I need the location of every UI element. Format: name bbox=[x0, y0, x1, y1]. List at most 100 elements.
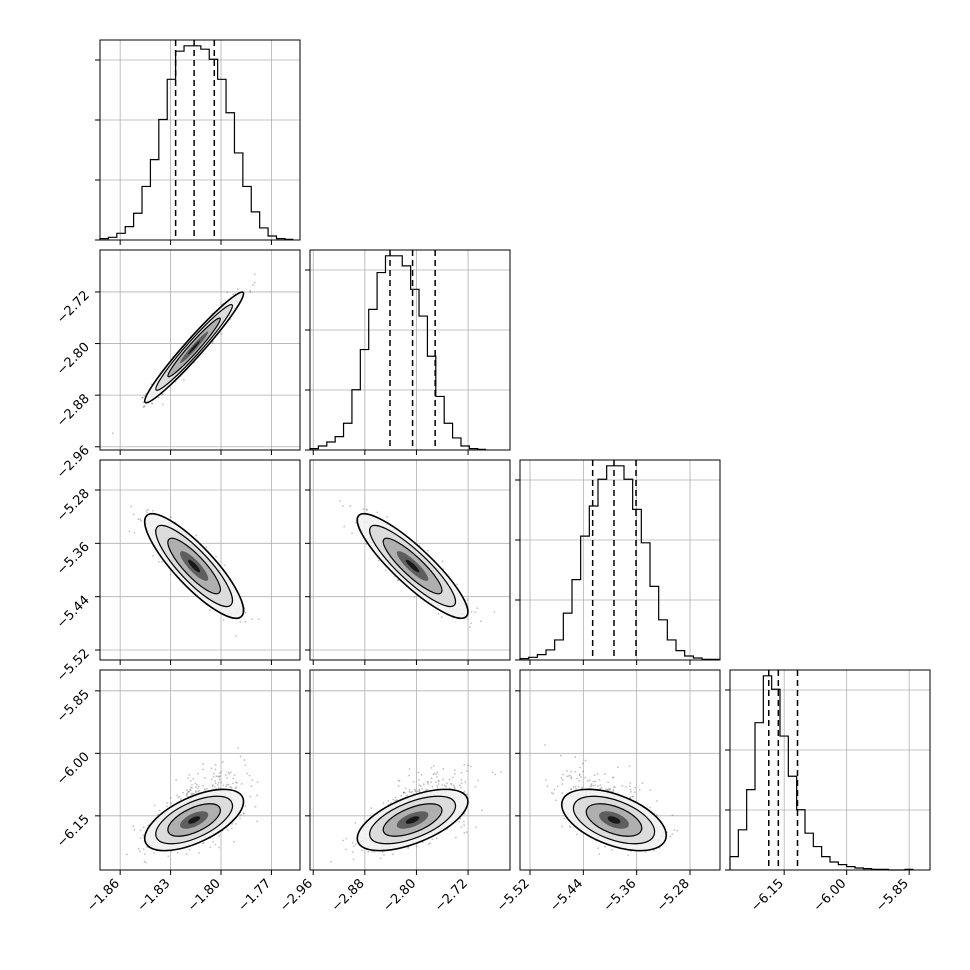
sample-point bbox=[147, 824, 149, 827]
sample-point bbox=[430, 777, 433, 780]
sample-point bbox=[194, 791, 197, 794]
sample-point bbox=[414, 790, 417, 793]
sample-point bbox=[432, 773, 435, 776]
sample-point bbox=[256, 820, 259, 823]
sample-point bbox=[436, 771, 439, 774]
sample-point bbox=[466, 599, 469, 601]
sample-point bbox=[218, 776, 221, 778]
sample-point bbox=[249, 291, 252, 294]
sample-point bbox=[641, 782, 644, 784]
sample-point bbox=[221, 761, 224, 764]
sample-point bbox=[195, 790, 197, 793]
joint-panel-3-2: −5.52 −5.44 −5.36 −5.28 bbox=[494, 669, 721, 915]
sample-point bbox=[345, 848, 348, 851]
y-tick-label: −2.96 bbox=[54, 443, 93, 482]
sample-point bbox=[233, 840, 235, 843]
sample-point bbox=[454, 787, 456, 790]
x-tick-label: −2.88 bbox=[329, 876, 368, 915]
sample-point bbox=[214, 768, 217, 771]
x-tick-label: −6.15 bbox=[748, 876, 787, 915]
sample-point bbox=[189, 779, 192, 782]
sample-point bbox=[575, 833, 578, 836]
sample-point bbox=[590, 784, 593, 787]
density-contour bbox=[405, 816, 420, 824]
sample-point bbox=[433, 772, 436, 775]
sample-point bbox=[228, 773, 231, 775]
sample-point bbox=[422, 783, 425, 785]
sample-point bbox=[142, 401, 145, 404]
sample-point bbox=[424, 789, 427, 792]
sample-point bbox=[345, 837, 348, 840]
sample-point bbox=[437, 783, 440, 785]
sample-point bbox=[494, 773, 497, 776]
histogram-step bbox=[99, 45, 294, 240]
sample-point bbox=[397, 785, 400, 788]
sample-point bbox=[570, 776, 573, 779]
sample-point bbox=[236, 288, 239, 291]
sample-point bbox=[186, 789, 188, 791]
sample-point bbox=[400, 794, 402, 797]
sample-point bbox=[382, 802, 385, 805]
sample-point bbox=[453, 785, 456, 788]
sample-point bbox=[384, 569, 387, 572]
sample-point bbox=[462, 820, 465, 823]
sample-point bbox=[379, 857, 382, 860]
sample-point bbox=[383, 853, 385, 856]
sample-point bbox=[254, 805, 257, 808]
sample-point bbox=[234, 822, 237, 825]
sample-point bbox=[387, 799, 390, 802]
sample-point bbox=[130, 505, 132, 508]
sample-point bbox=[239, 620, 242, 623]
sample-point bbox=[182, 378, 185, 381]
sample-point bbox=[419, 785, 422, 788]
sample-point bbox=[474, 785, 477, 788]
sample-point bbox=[132, 513, 135, 516]
sample-point bbox=[612, 790, 615, 792]
sample-point bbox=[137, 847, 140, 850]
sample-point bbox=[253, 273, 256, 276]
sample-point bbox=[161, 393, 164, 396]
panel-content bbox=[111, 273, 256, 435]
sample-point bbox=[211, 785, 214, 787]
density-contour bbox=[188, 559, 201, 573]
sample-point bbox=[188, 774, 191, 776]
sample-point bbox=[239, 755, 242, 758]
x-tick-label: −6.00 bbox=[811, 876, 850, 915]
sample-point bbox=[185, 794, 188, 797]
sample-point bbox=[406, 794, 408, 797]
sample-point bbox=[465, 831, 468, 834]
sample-point bbox=[418, 784, 421, 787]
sample-point bbox=[143, 405, 145, 408]
sample-point bbox=[445, 785, 448, 788]
sample-point bbox=[143, 405, 146, 408]
panel-frame bbox=[519, 459, 721, 661]
sample-point bbox=[158, 560, 160, 563]
sample-point bbox=[407, 847, 409, 850]
sample-point bbox=[436, 775, 438, 778]
sample-point bbox=[431, 838, 434, 841]
sample-point bbox=[240, 814, 242, 816]
sample-point bbox=[413, 596, 416, 598]
sample-point bbox=[566, 775, 569, 778]
sample-point bbox=[410, 791, 412, 794]
sample-point bbox=[170, 516, 172, 519]
sample-point bbox=[223, 564, 226, 567]
sample-point bbox=[197, 772, 200, 775]
sample-point bbox=[252, 283, 254, 286]
sample-point bbox=[466, 770, 468, 772]
sample-point bbox=[191, 783, 193, 786]
sample-point bbox=[588, 779, 591, 782]
sample-point bbox=[556, 785, 559, 788]
x-tick-label: −2.96 bbox=[277, 876, 316, 915]
sample-point bbox=[189, 786, 192, 789]
sample-point bbox=[435, 773, 438, 776]
sample-point bbox=[191, 787, 193, 789]
sample-point bbox=[246, 772, 249, 775]
sample-point bbox=[427, 549, 430, 552]
sample-point bbox=[354, 822, 357, 824]
sample-point bbox=[594, 784, 596, 787]
sample-point bbox=[466, 793, 469, 796]
sample-point bbox=[140, 519, 142, 522]
sample-point bbox=[373, 850, 375, 853]
sample-point bbox=[454, 836, 457, 839]
